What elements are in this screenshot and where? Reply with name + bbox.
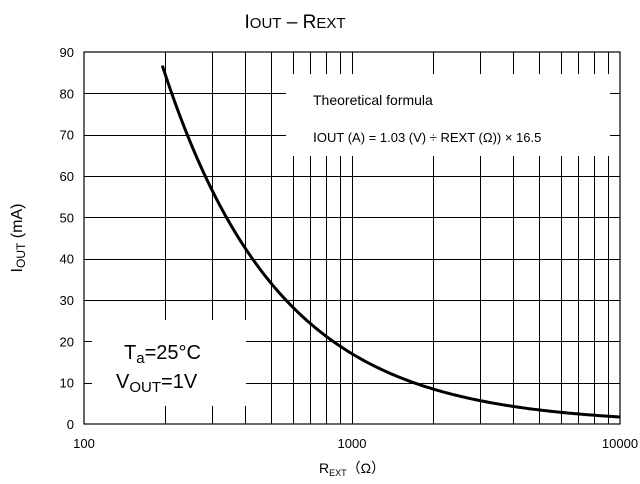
iout-curve xyxy=(160,65,621,419)
x-axis-label: REXT（Ω） xyxy=(319,460,385,478)
formula-heading: Theoretical formula xyxy=(313,92,433,108)
y-tick-label: 60 xyxy=(60,169,74,184)
y-tick-label: 40 xyxy=(60,252,74,267)
y-tick-label: 30 xyxy=(60,293,74,308)
chart-title: IOUT – REXT xyxy=(245,12,346,33)
formula-expression: IOUT (A) = 1.03 (V) ÷ REXT (Ω)) × 16.5 xyxy=(313,129,541,145)
x-tick-label: 10000 xyxy=(602,436,638,451)
condition-ta: Ta=25°C xyxy=(124,342,201,367)
y-tick-label: 10 xyxy=(60,376,74,391)
x-tick-labels: 100 1000 10000 xyxy=(73,436,638,451)
y-tick-label: 50 xyxy=(60,210,74,225)
y-tick-label: 90 xyxy=(60,45,74,60)
condition-vout: VOUT=1V xyxy=(116,371,198,396)
x-tick-label: 100 xyxy=(73,436,95,451)
plot-border xyxy=(83,51,621,425)
y-tick-label: 70 xyxy=(60,128,74,143)
y-tick-label: 0 xyxy=(67,417,74,432)
conditions-box xyxy=(92,320,246,406)
y-tick-label: 20 xyxy=(60,334,74,349)
y-tick-label: 80 xyxy=(60,86,74,101)
y-axis-label: IOUT (mA) xyxy=(9,204,28,273)
formula-box xyxy=(286,74,610,156)
y-tick-labels: 0 10 20 30 40 50 60 70 80 90 xyxy=(60,45,74,432)
x-tick-label: 1000 xyxy=(338,436,367,451)
